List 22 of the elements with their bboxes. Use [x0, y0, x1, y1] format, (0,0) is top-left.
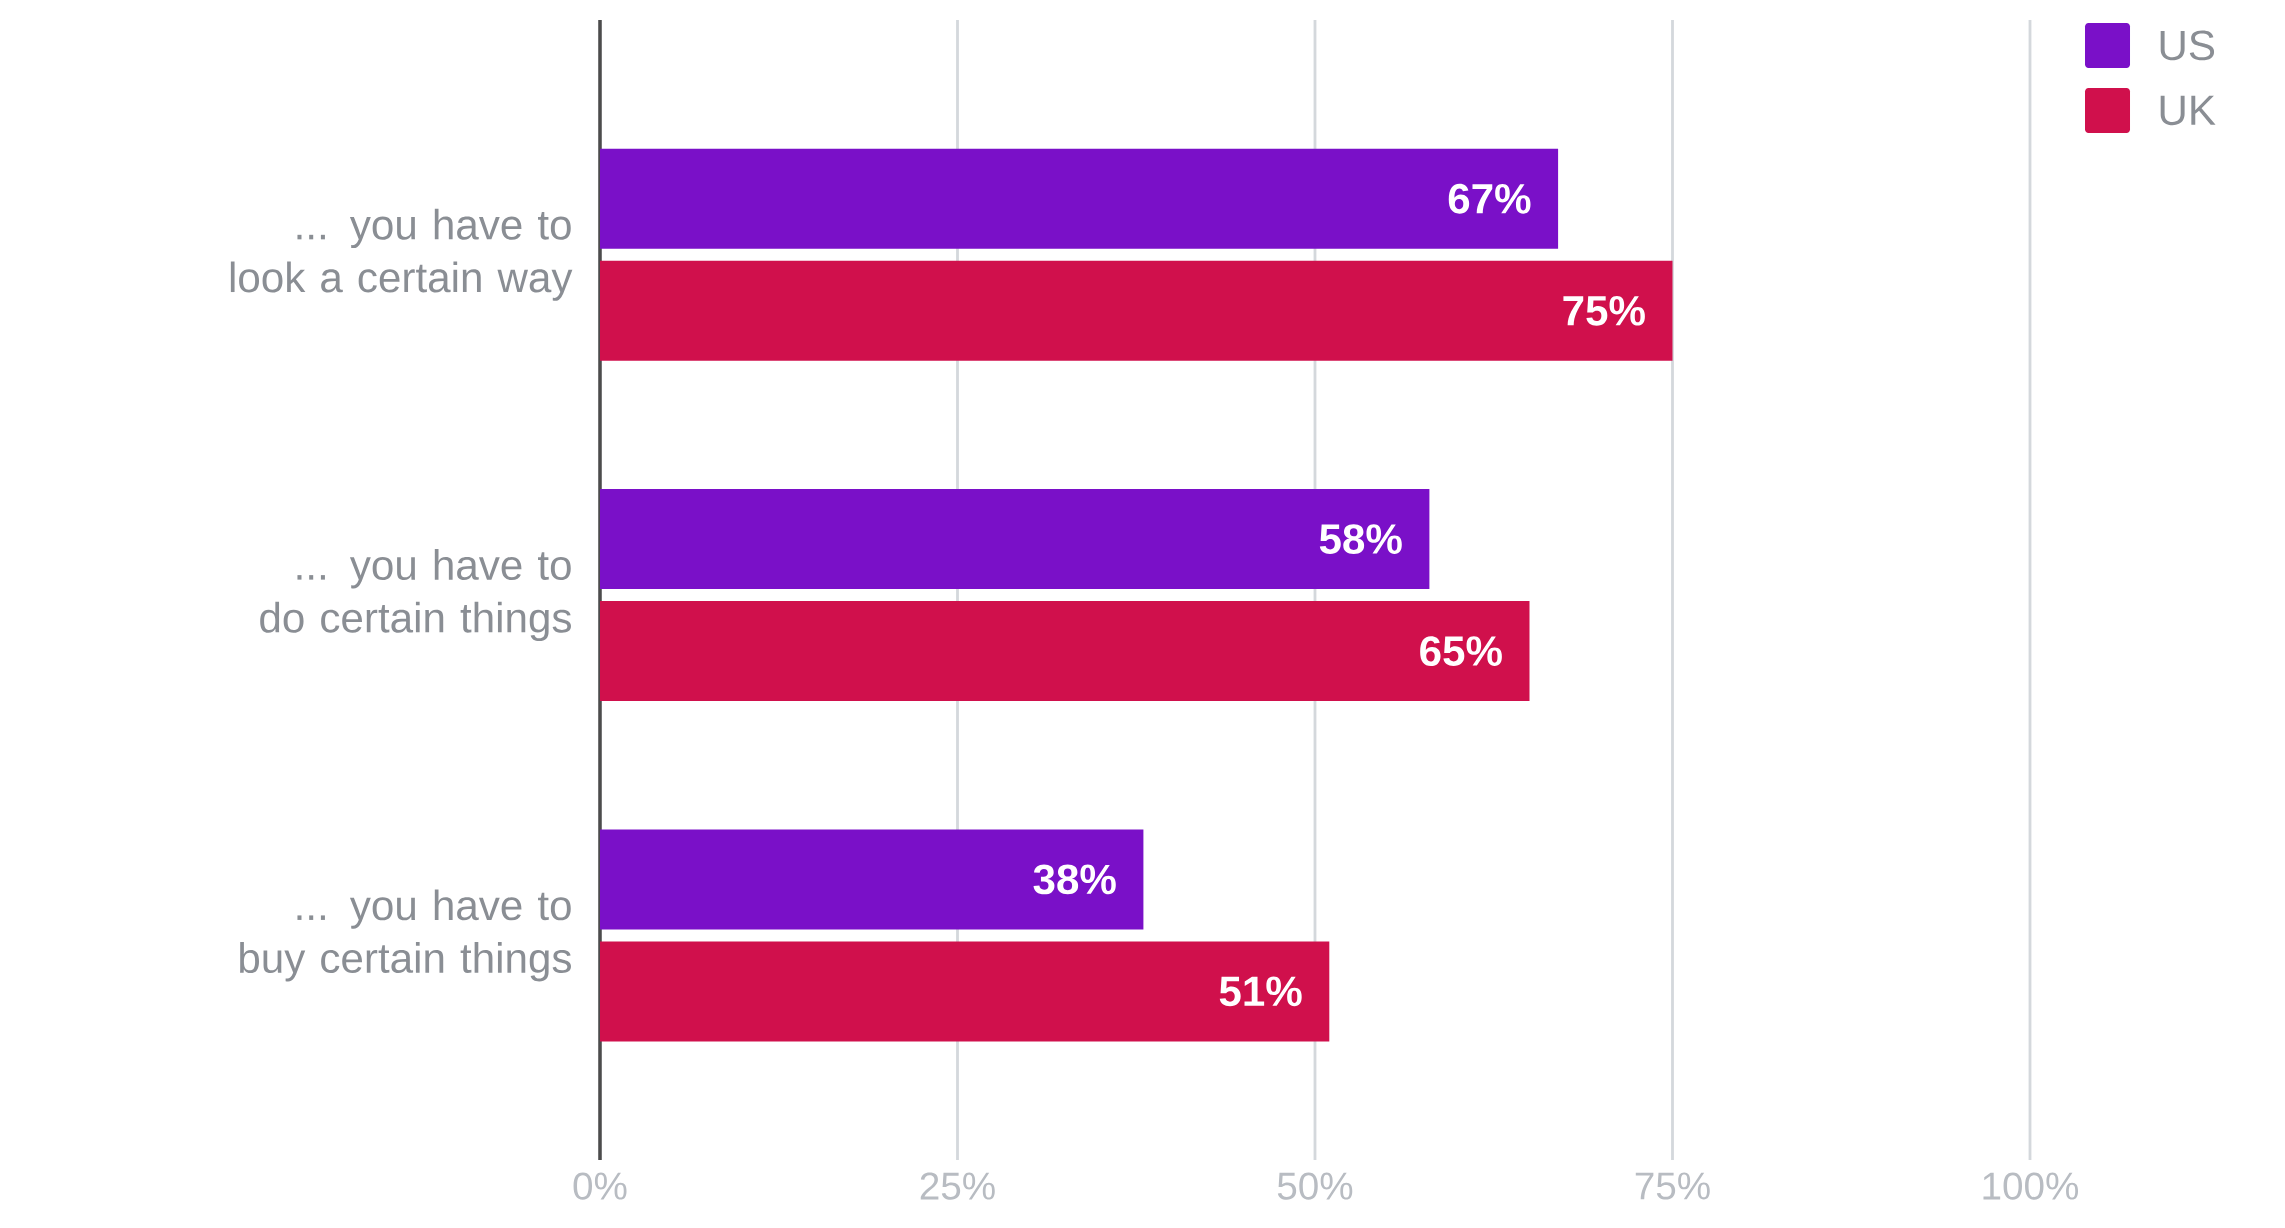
x-tick-label: 0% — [573, 1172, 627, 1200]
x-tick-label: 50% — [1277, 1172, 1353, 1200]
x-tick-label: 100% — [1983, 1172, 2079, 1200]
data-label: 38% — [1033, 864, 1116, 895]
data-label: 51% — [1219, 976, 1302, 1007]
bar — [600, 489, 1430, 590]
data-label: 65% — [1420, 636, 1502, 667]
bar — [600, 601, 1530, 702]
x-tick-label: 25% — [920, 1172, 995, 1200]
x-tick-label: 75% — [1635, 1172, 1710, 1200]
bar — [600, 829, 1144, 930]
y-tick-label: ... you have to do certain things — [260, 549, 571, 642]
data-label: 67% — [1448, 183, 1531, 214]
bar — [600, 148, 1559, 249]
legend-label: UK — [2160, 95, 2216, 126]
bar — [600, 260, 1673, 361]
bar — [600, 941, 1330, 1042]
legend-label: US — [2160, 30, 2215, 61]
data-label: 75% — [1563, 295, 1645, 326]
y-tick-label: ... you have to buy certain things — [240, 889, 571, 982]
y-tick-label: ... you have to look a certain way — [230, 208, 573, 301]
data-label: 58% — [1319, 524, 1402, 555]
